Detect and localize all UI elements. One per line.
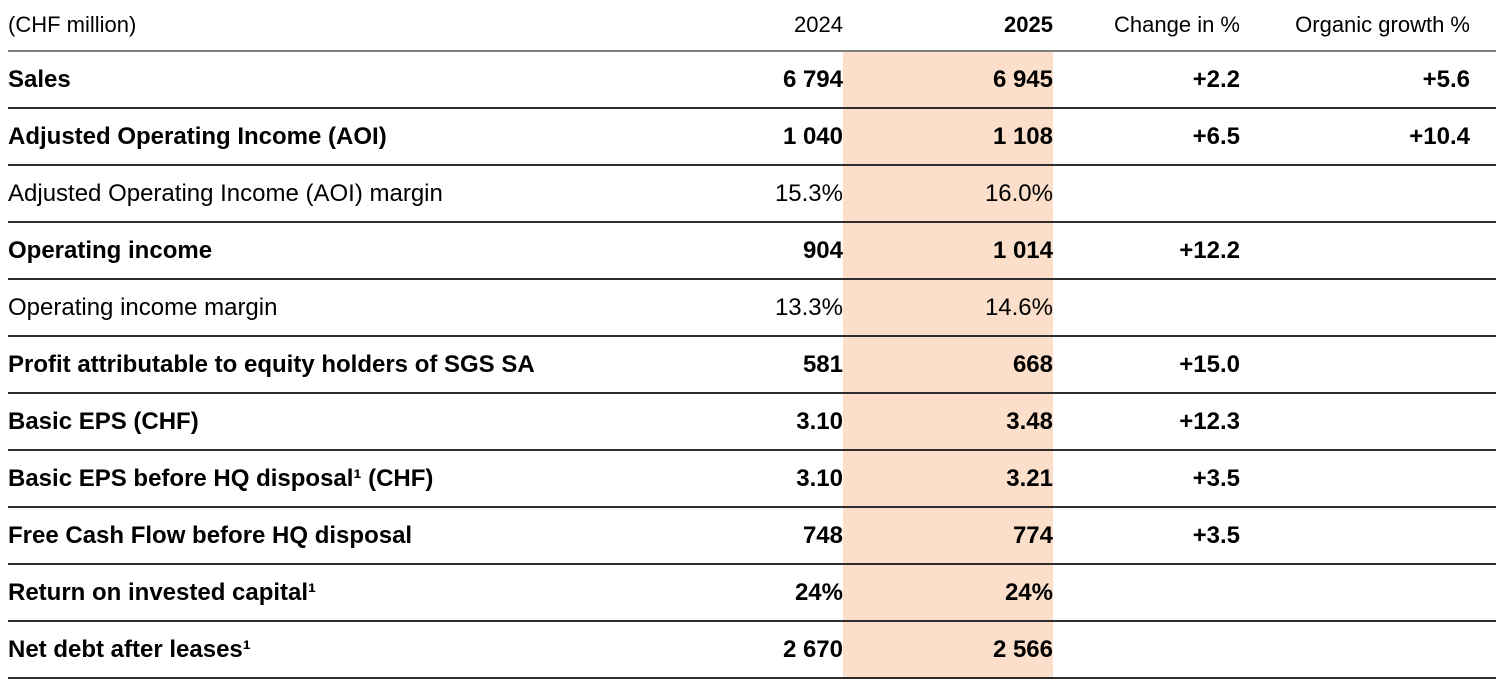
header-spacer	[1470, 0, 1496, 52]
row-spacer	[1470, 336, 1496, 394]
value-change: +12.3	[1053, 393, 1240, 451]
value-2024: 6 794	[665, 51, 843, 109]
header-row: (CHF million) 2024 2025 Change in % Orga…	[8, 0, 1496, 52]
row-spacer	[1470, 564, 1496, 622]
value-2024: 24%	[665, 564, 843, 622]
value-organic	[1240, 621, 1470, 679]
row-spacer	[1470, 165, 1496, 223]
value-2025: 24%	[843, 564, 1053, 622]
row-label: Sales	[8, 51, 665, 109]
value-change	[1053, 165, 1240, 223]
value-organic	[1240, 279, 1470, 337]
value-2025: 774	[843, 507, 1053, 565]
value-organic	[1240, 393, 1470, 451]
row-spacer	[1470, 51, 1496, 109]
row-label: Adjusted Operating Income (AOI)	[8, 108, 665, 166]
value-change: +6.5	[1053, 108, 1240, 166]
value-2025: 16.0%	[843, 165, 1053, 223]
row-label: Basic EPS (CHF)	[8, 393, 665, 451]
value-change	[1053, 564, 1240, 622]
row-spacer	[1470, 222, 1496, 280]
value-change: +3.5	[1053, 507, 1240, 565]
value-change	[1053, 279, 1240, 337]
table-row: Free Cash Flow before HQ disposal 748 774 +…	[8, 507, 1496, 565]
value-2025: 3.48	[843, 393, 1053, 451]
column-header-change-percent: Change in %	[1053, 0, 1240, 52]
row-label: Return on invested capital¹	[8, 564, 665, 622]
value-organic: +10.4	[1240, 108, 1470, 166]
value-2024: 1 040	[665, 108, 843, 166]
table-row: Operating income margin 13.3% 14.6%	[8, 279, 1496, 337]
table-row: Sales 6 794 6 945 +2.2 +5.6	[8, 51, 1496, 109]
row-spacer	[1470, 393, 1496, 451]
row-label: Operating income	[8, 222, 665, 280]
row-label: Profit attributable to equity holders of…	[8, 336, 665, 394]
column-header-2025: 2025	[843, 0, 1053, 52]
value-change: +3.5	[1053, 450, 1240, 508]
table-row: Basic EPS before HQ disposal¹ (CHF) 3.10 3…	[8, 450, 1496, 508]
table-row: Basic EPS (CHF) 3.10 3.48 +12.3	[8, 393, 1496, 451]
table-row: Return on invested capital¹ 24% 24%	[8, 564, 1496, 622]
value-2024: 581	[665, 336, 843, 394]
value-2024: 904	[665, 222, 843, 280]
value-2025: 2 566	[843, 621, 1053, 679]
value-2024: 2 670	[665, 621, 843, 679]
value-organic	[1240, 564, 1470, 622]
table-row: Profit attributable to equity holders of…	[8, 336, 1496, 394]
value-organic: +5.6	[1240, 51, 1470, 109]
row-spacer	[1470, 108, 1496, 166]
value-2025: 1 014	[843, 222, 1053, 280]
value-2024: 15.3%	[665, 165, 843, 223]
value-organic	[1240, 165, 1470, 223]
value-2025: 6 945	[843, 51, 1053, 109]
row-spacer	[1470, 621, 1496, 679]
row-label: Basic EPS before HQ disposal¹ (CHF)	[8, 450, 665, 508]
column-header-organic-growth-percent: Organic growth %	[1240, 0, 1470, 52]
table-body: Sales 6 794 6 945 +2.2 +5.6 Adjusted Operatin…	[8, 51, 1496, 679]
value-change: +2.2	[1053, 51, 1240, 109]
value-change: +15.0	[1053, 336, 1240, 394]
value-2024: 3.10	[665, 450, 843, 508]
value-organic	[1240, 450, 1470, 508]
table-row: Adjusted Operating Income (AOI) margin 15…	[8, 165, 1496, 223]
value-2025: 1 108	[843, 108, 1053, 166]
table-row: Adjusted Operating Income (AOI) 1 040 1 10…	[8, 108, 1496, 166]
row-label: Adjusted Operating Income (AOI) margin	[8, 165, 665, 223]
value-2025: 14.6%	[843, 279, 1053, 337]
value-2024: 13.3%	[665, 279, 843, 337]
row-label: Net debt after leases¹	[8, 621, 665, 679]
row-spacer	[1470, 279, 1496, 337]
value-organic	[1240, 507, 1470, 565]
row-label: Operating income margin	[8, 279, 665, 337]
table-row: Operating income 904 1 014 +12.2	[8, 222, 1496, 280]
value-2025: 3.21	[843, 450, 1053, 508]
value-change	[1053, 621, 1240, 679]
row-label: Free Cash Flow before HQ disposal	[8, 507, 665, 565]
value-organic	[1240, 336, 1470, 394]
row-spacer	[1470, 507, 1496, 565]
value-2024: 3.10	[665, 393, 843, 451]
financial-summary-table: (CHF million) 2024 2025 Change in % Orga…	[8, 0, 1496, 679]
value-organic	[1240, 222, 1470, 280]
value-2024: 748	[665, 507, 843, 565]
table-row: Net debt after leases¹ 2 670 2 566	[8, 621, 1496, 679]
value-change: +12.2	[1053, 222, 1240, 280]
value-2025: 668	[843, 336, 1053, 394]
column-header-2024: 2024	[665, 0, 843, 52]
unit-label: (CHF million)	[8, 0, 665, 52]
row-spacer	[1470, 450, 1496, 508]
